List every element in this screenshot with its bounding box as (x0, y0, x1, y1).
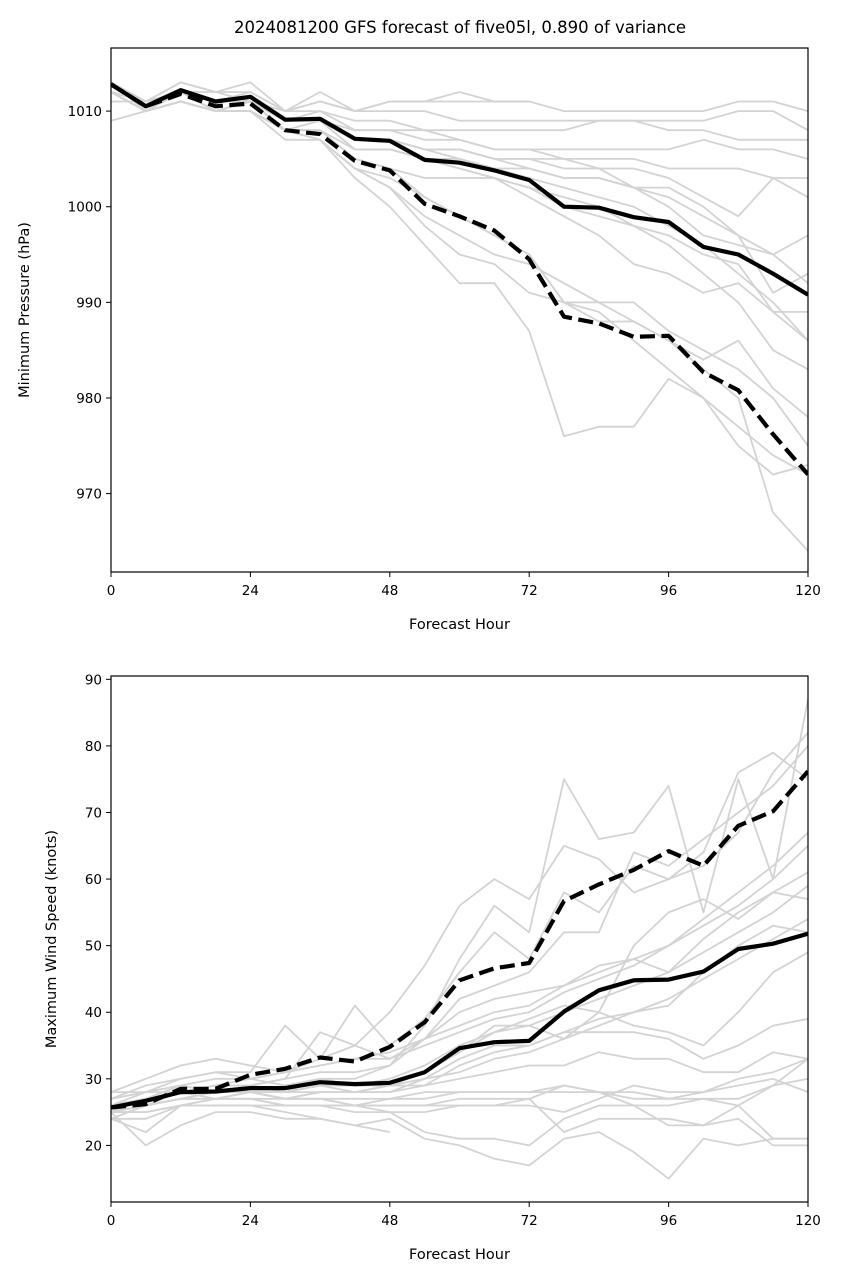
pressure-y-tick-label: 1010 (68, 104, 102, 120)
wind-member-line-23 (111, 1104, 390, 1133)
wind-member-line-21 (111, 1097, 808, 1147)
wind-y-tick-label: 20 (85, 1138, 102, 1154)
wind-solid-line (111, 931, 808, 1110)
wind-y-tick-label: 50 (85, 939, 102, 955)
pressure-x-tick-label: 72 (521, 583, 538, 599)
wind-y-tick-label: 40 (85, 1005, 102, 1021)
pressure-plot-frame (110, 47, 809, 573)
pressure-x-tick-label: 24 (242, 583, 259, 599)
wind-x-axis-label: Forecast Hour (409, 1247, 510, 1263)
pressure-x-tick-label: 120 (795, 583, 821, 599)
wind-x-tick-label: 72 (521, 1213, 538, 1229)
pressure-series-group (111, 81, 808, 552)
pressure-member-line-4 (111, 91, 808, 141)
wind-y-axis-label: Maximum Wind Speed (knots) (44, 830, 60, 1048)
pressure-x-tick-label: 96 (660, 583, 677, 599)
wind-x-tick-label: 48 (381, 1213, 398, 1229)
pressure-chart-title: 2024081200 GFS forecast of five05l, 0.89… (234, 18, 686, 37)
wind-x-tick-label: 24 (242, 1213, 259, 1229)
wind-y-tick-label: 60 (85, 872, 102, 888)
pressure-solid-line (111, 82, 808, 297)
wind-y-tick-label: 70 (85, 805, 102, 821)
wind-dashed-line (111, 769, 808, 1110)
wind-y-tick-label: 80 (85, 739, 102, 755)
pressure-y-tick-label: 970 (76, 487, 102, 503)
wind-member-line-22 (111, 1111, 808, 1180)
pressure-member-line-5 (111, 81, 530, 112)
pressure-panel: 2024081200 GFS forecast of five05l, 0.89… (17, 18, 821, 633)
wind-member-line-4 (111, 732, 808, 1107)
pressure-member-line-18 (111, 100, 808, 342)
pressure-x-axis-label: Forecast Hour (409, 617, 510, 633)
wind-panel: 0 24 48 72 96 120 20 30 40 50 60 70 80 90 Forecast Ho… (44, 672, 821, 1263)
wind-axis-ticks: 0 24 48 72 96 120 20 30 40 50 60 70 80 90 (85, 672, 821, 1229)
pressure-y-tick-label: 990 (76, 295, 102, 311)
wind-member-line-15 (111, 1051, 808, 1113)
pressure-y-tick-label: 980 (76, 391, 102, 407)
wind-member-line-6 (111, 831, 808, 1107)
wind-x-tick-label: 96 (660, 1213, 677, 1229)
wind-plot-frame (110, 675, 809, 1203)
pressure-dashed-line (111, 82, 808, 476)
wind-x-tick-label: 0 (107, 1213, 116, 1229)
wind-x-tick-label: 120 (795, 1213, 821, 1229)
pressure-x-tick-label: 48 (381, 583, 398, 599)
pressure-member-line-2 (111, 81, 808, 112)
wind-y-tick-label: 90 (85, 672, 102, 688)
pressure-x-tick-label: 0 (107, 583, 116, 599)
wind-y-tick-label: 30 (85, 1072, 102, 1088)
wind-series-group (111, 699, 808, 1180)
pressure-y-axis-label: Minimum Pressure (hPa) (17, 222, 33, 398)
pressure-axis-ticks: 0 24 48 72 96 120 970 980 990 1000 1010 (68, 104, 821, 599)
pressure-y-tick-label: 1000 (68, 200, 102, 216)
